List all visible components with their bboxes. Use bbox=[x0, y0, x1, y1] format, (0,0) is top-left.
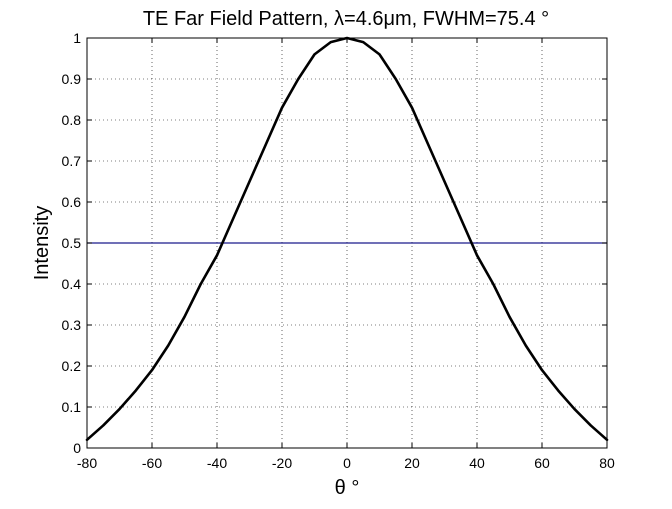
y-tick-label: 0.3 bbox=[62, 317, 82, 333]
data-point bbox=[524, 344, 527, 347]
y-tick-label: 0 bbox=[73, 440, 81, 456]
data-point bbox=[378, 53, 381, 56]
y-tick-label: 0.1 bbox=[62, 399, 82, 415]
data-point bbox=[281, 106, 283, 109]
y-tick-label: 0.5 bbox=[62, 235, 82, 251]
data-point bbox=[573, 408, 576, 410]
data-point bbox=[362, 41, 365, 43]
data-point bbox=[183, 316, 186, 318]
x-tick-label: 0 bbox=[343, 455, 351, 471]
data-point bbox=[459, 217, 462, 220]
data-point bbox=[411, 106, 413, 109]
x-tick-label: 20 bbox=[404, 455, 420, 471]
x-tick-label: -80 bbox=[77, 455, 97, 471]
x-tick-label: 80 bbox=[599, 455, 615, 471]
y-tick-label: 0.8 bbox=[62, 112, 82, 128]
data-point bbox=[589, 424, 592, 427]
y-tick-label: 0.9 bbox=[62, 71, 82, 87]
data-point bbox=[557, 389, 560, 392]
data-point bbox=[134, 389, 137, 392]
data-point bbox=[264, 143, 267, 146]
data-point bbox=[508, 316, 511, 318]
y-axis-label: Intensity bbox=[31, 206, 53, 280]
data-point bbox=[394, 78, 397, 80]
y-tick-label: 0.2 bbox=[62, 358, 82, 374]
data-point bbox=[329, 41, 332, 43]
data-point bbox=[118, 408, 121, 410]
data-point bbox=[297, 78, 300, 80]
chart-title: TE Far Field Pattern, λ=4.6μm, FWHM=75.4… bbox=[143, 8, 549, 30]
data-point bbox=[476, 254, 478, 257]
x-tick-label: -40 bbox=[207, 455, 227, 471]
x-tick-label: 60 bbox=[534, 455, 550, 471]
x-tick-label: -60 bbox=[142, 455, 162, 471]
data-point bbox=[102, 424, 105, 427]
data-point bbox=[216, 254, 218, 257]
y-tick-label: 0.6 bbox=[62, 194, 82, 210]
y-tick-label: 1 bbox=[73, 30, 81, 46]
axis-ticks: -80 -60 -40 -20 0 20 40 60 80 0 0.1 0.2 0.3 0.4 0.5 0.6… bbox=[62, 30, 615, 471]
data-point bbox=[248, 180, 251, 183]
data-point bbox=[167, 344, 170, 347]
x-tick-label: -20 bbox=[272, 455, 292, 471]
data-point bbox=[313, 53, 316, 56]
data-point bbox=[443, 180, 446, 183]
y-tick-label: 0.4 bbox=[62, 276, 82, 292]
x-axis-label: θ ° bbox=[335, 477, 360, 499]
data-point bbox=[427, 143, 430, 146]
x-tick-label: 40 bbox=[469, 455, 485, 471]
data-point bbox=[541, 369, 543, 371]
data-point bbox=[492, 283, 495, 285]
y-tick-label: 0.7 bbox=[62, 153, 82, 169]
data-point bbox=[151, 369, 153, 371]
data-point bbox=[232, 217, 235, 220]
data-point bbox=[199, 283, 202, 285]
